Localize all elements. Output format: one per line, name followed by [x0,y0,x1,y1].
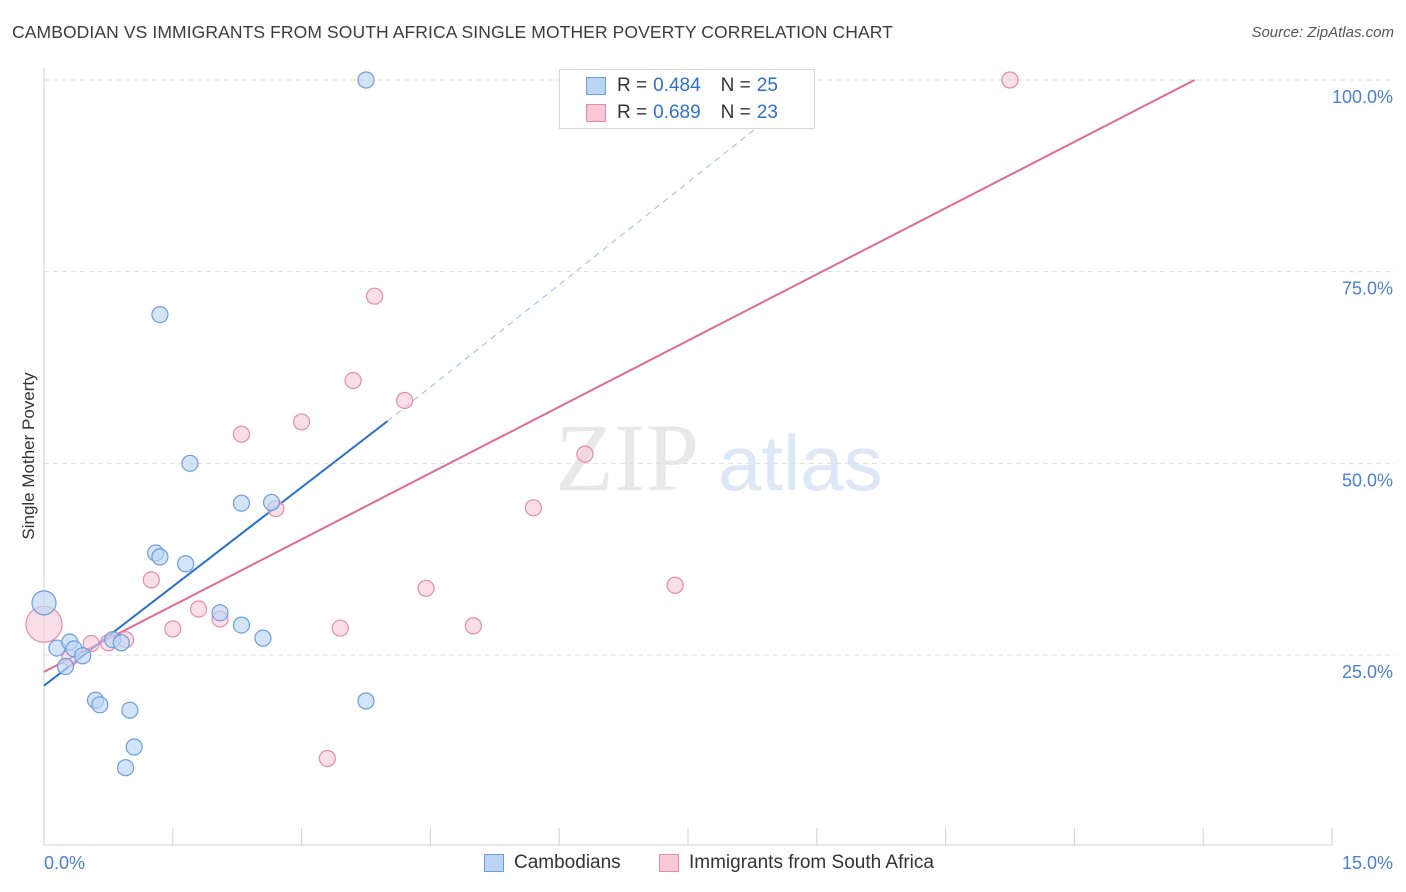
trend-lines [43,79,1196,687]
cambodians-point [232,494,251,512]
cambodians-point [254,629,272,647]
watermark: ZIP atlas [555,404,883,511]
y-tick-label: 75.0% [1342,279,1393,299]
south-africa-point [396,391,414,410]
south-africa-trend-line [43,79,1196,673]
legend-row-south-africa: R = 0.689 N = 23 [586,101,778,125]
cambodians-point [74,647,92,665]
legend-row-cambodians: R = 0.484 N = 25 [586,74,778,98]
cambodians-point [91,696,109,714]
n-value-south-africa: 23 [756,102,778,123]
cambodians-point [31,590,57,616]
cambodians-point [357,71,375,89]
south-africa-point [1001,71,1019,89]
r-value-cambodians: 0.484 [653,75,701,96]
south-africa-legend-label: Immigrants from South Africa [689,852,934,873]
y-tick-label: 50.0% [1342,470,1393,490]
south-africa-point [189,600,208,618]
cambodians-point [125,738,143,756]
south-africa-point [365,287,384,305]
chart-title: CAMBODIAN VS IMMIGRANTS FROM SOUTH AFRIC… [12,22,893,42]
south-africa-point [524,499,543,517]
cambodians-point [262,493,281,512]
r-label: R = [617,102,648,123]
south-africa-point [344,371,362,390]
n-label: N = [720,102,751,123]
south-africa-point [82,634,100,653]
cambodians-point [177,555,195,573]
cambodians-trend-extension [387,79,818,422]
legend-item-cambodians[interactable]: Cambodians [484,852,621,874]
x-tick-label: 15.0% [1342,853,1393,873]
south-africa-point [164,620,182,638]
stats-legend: R = 0.484 N = 25 R = 0.689 N = 23 [559,69,815,129]
grid [44,79,1395,656]
cambodians-point [121,701,139,719]
cambodians-point [151,548,169,566]
south-africa-point [142,571,160,589]
x-tick-label: 0.0% [44,853,85,873]
south-africa-point [293,413,311,431]
y-tick-label: 100.0% [1332,87,1393,107]
r-label: R = [617,75,648,96]
cambodians-point [357,692,375,710]
cambodians-legend-swatch [484,854,504,872]
cambodians-point [232,616,251,634]
cambodians-legend-label: Cambodians [514,852,621,873]
legend-item-south-africa[interactable]: Immigrants from South Africa [659,852,934,874]
n-value-cambodians: 25 [756,75,778,96]
y-tick-label: 25.0% [1342,662,1393,682]
south-africa-point [417,579,435,597]
cambodians-point [116,759,135,777]
south-africa-point [464,617,482,635]
y-axis-title: Single Mother Poverty [19,372,38,540]
source-label: Source: ZipAtlas.com [1251,24,1394,41]
r-value-south-africa: 0.689 [653,102,701,123]
y-tick-labels: 25.0% 50.0% 75.0% 100.0% [1332,87,1393,682]
x-tick-labels: 0.0% 15.0% [44,853,1393,873]
cambodians-point [151,306,169,324]
x-ticks [43,828,1333,845]
south-africa-point [666,576,684,594]
data-points [25,71,1019,777]
south-africa-point [232,425,251,443]
cambodians-point [112,634,130,652]
south-africa-point [576,445,594,463]
south-africa-point [331,619,349,637]
cambodians-point [211,604,229,622]
cambodians-point [56,657,75,676]
watermark-zip: ZIP [555,404,699,511]
south-africa-point [318,749,336,768]
n-label: N = [720,75,751,96]
cambodians-swatch [586,77,606,95]
south-africa-swatch [586,104,606,122]
south-africa-legend-swatch [659,854,679,872]
cambodians-point [181,454,199,472]
